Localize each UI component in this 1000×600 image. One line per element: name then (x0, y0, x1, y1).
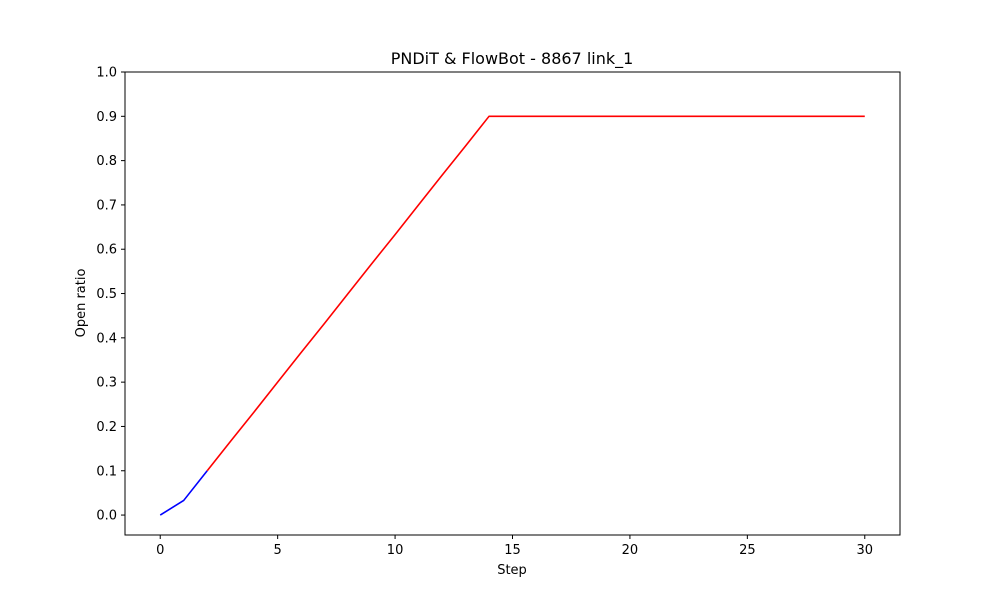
y-tick-label: 0.1 (96, 464, 117, 479)
x-tick-label: 15 (504, 543, 521, 558)
y-tick-label: 0.0 (96, 509, 117, 524)
x-tick-label: 30 (856, 543, 873, 558)
y-tick-label: 0.8 (96, 154, 117, 169)
y-tick-label: 0.7 (96, 198, 117, 213)
x-tick-label: 10 (387, 543, 404, 558)
x-tick-label: 20 (622, 543, 639, 558)
y-tick-label: 0.2 (96, 420, 117, 435)
x-axis-label: Step (497, 563, 527, 578)
chart-title: PNDiT & FlowBot - 8867 link_1 (391, 49, 634, 69)
x-tick-label: 0 (156, 543, 164, 558)
x-tick-label: 25 (739, 543, 756, 558)
series-line-1 (159, 470, 208, 516)
x-tick-label: 5 (274, 543, 282, 558)
y-tick-label: 0.4 (96, 331, 117, 346)
y-tick-label: 1.0 (96, 66, 117, 81)
y-tick-label: 0.9 (96, 110, 117, 125)
y-tick-label: 0.3 (96, 376, 117, 391)
y-axis-label: Open ratio (74, 269, 89, 338)
series-line-2 (206, 115, 865, 472)
plot-area: 0 5 10 15 20 25 30 0.0 0.1 0.2 0.3 0.4 0.5 0.6 0.7 0.8 0… (96, 66, 901, 558)
y-tick-label: 0.5 (96, 287, 117, 302)
y-tick-label: 0.6 (96, 243, 117, 258)
